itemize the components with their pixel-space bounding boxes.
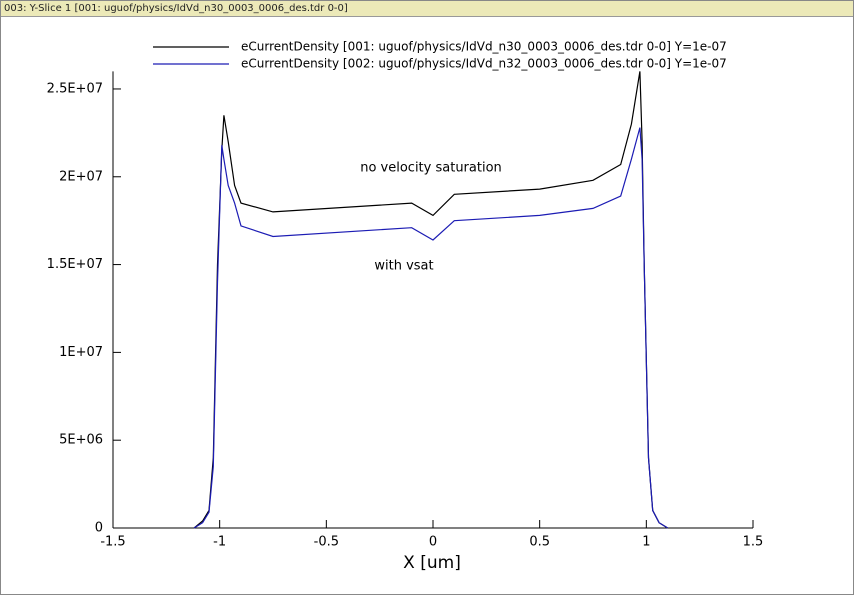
x-tick-label: 1 [642, 535, 650, 550]
series-line [193, 71, 669, 529]
y-tick-label: 1E+07 [59, 345, 103, 360]
y-tick-label: 2.5E+07 [47, 81, 103, 96]
series-line [193, 127, 669, 529]
chart: no velocity saturation with vsat X [um] … [47, 40, 764, 574]
annotation: no velocity saturation [360, 161, 502, 176]
y-tick-label: 2E+07 [59, 169, 103, 184]
x-tick-label: -0.5 [314, 535, 339, 550]
x-tick-label: -1.5 [100, 535, 125, 550]
x-tick-label: 1.5 [743, 535, 764, 550]
legend-label: eCurrentDensity [002: uguof/physics/IdVd… [241, 57, 727, 71]
window-title: 003: Y-Slice 1 [001: uguof/physics/IdVd_… [1, 1, 853, 17]
y-tick-label: 1.5E+07 [47, 257, 103, 272]
y-tick-label: 5E+06 [59, 433, 103, 448]
annotation: with vsat [374, 259, 433, 274]
x-axis-label: X [um] [403, 553, 461, 573]
x-tick-label: -1 [213, 535, 226, 550]
legend-label: eCurrentDensity [001: uguof/physics/IdVd… [241, 40, 727, 54]
x-tick-label: 0 [429, 535, 437, 550]
x-tick-label: 0.5 [529, 535, 550, 550]
y-tick-label: 0 [95, 521, 103, 536]
